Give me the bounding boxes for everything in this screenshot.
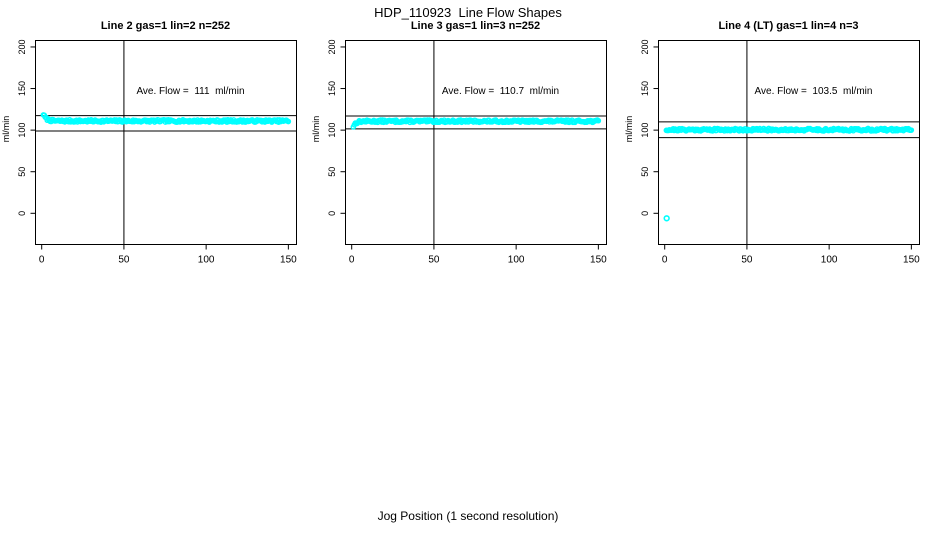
- data-points: [350, 117, 602, 130]
- ave-flow-annotation: Ave. Flow = 110.7 ml/min: [441, 86, 560, 97]
- plot-area: 0 50 100 150 200 0 50 100 150: [17, 39, 297, 266]
- chart-title: HDP_110923 Line Flow Shapes: [374, 5, 562, 20]
- panel-title: Line 4 (LT) gas=1 lin=4 n=3: [718, 20, 859, 32]
- panel-line2: Line 2 gas=1 lin=2 n=252 0 50 100 150 200 0 50…: [0, 20, 313, 280]
- y-tick-label: 50: [640, 167, 650, 177]
- y-axis-label: ml/min: [311, 115, 321, 143]
- data-points: [663, 125, 915, 134]
- x-tick-label: 150: [903, 255, 920, 266]
- x-tick-label: 100: [198, 255, 215, 266]
- outlier-point: [663, 215, 670, 222]
- panel-title: Line 3 gas=1 lin=3 n=252: [410, 20, 541, 32]
- y-tick-label: 200: [640, 39, 650, 54]
- y-tick-label: 0: [327, 211, 337, 216]
- y-tick-label: 100: [17, 123, 27, 138]
- x-tick-label: 50: [118, 255, 130, 266]
- plot-box: [345, 40, 607, 245]
- data-point: [908, 127, 915, 133]
- data-points: [40, 112, 292, 125]
- data-point: [285, 118, 292, 125]
- panel-line4: Line 4 (LT) gas=1 lin=4 n=3 0 50 100 150 200…: [623, 20, 936, 280]
- plot-area: 0 50 100 150 200 0 50 100 150: [640, 39, 920, 266]
- x-tick-label: 50: [741, 255, 753, 266]
- y-tick-label: 150: [17, 81, 27, 96]
- ave-flow-annotation: Ave. Flow = 103.5 ml/min: [754, 86, 873, 97]
- plot-box: [658, 40, 920, 245]
- y-tick-label: 50: [327, 167, 337, 177]
- y-axis-label: ml/min: [1, 115, 11, 143]
- y-tick-label: 200: [17, 39, 27, 54]
- x-tick-label: 100: [508, 255, 525, 266]
- x-tick-label: 0: [39, 255, 45, 266]
- panel-title: Line 2 gas=1 lin=2 n=252: [100, 20, 231, 32]
- ave-flow-annotation: Ave. Flow = 111 ml/min: [136, 86, 245, 97]
- y-tick-label: 0: [640, 211, 650, 216]
- x-tick-label: 50: [428, 255, 440, 266]
- y-tick-label: 100: [640, 123, 650, 138]
- y-axis-label: ml/min: [624, 115, 634, 143]
- x-axis-label: Jog Position (1 second resolution): [377, 509, 559, 523]
- panel-line3: Line 3 gas=1 lin=3 n=252 0 50 100 150 200 0 50…: [310, 20, 623, 280]
- y-tick-label: 100: [327, 123, 337, 138]
- y-tick-label: 0: [17, 211, 27, 216]
- y-tick-label: 200: [327, 39, 337, 54]
- x-tick-label: 150: [280, 255, 297, 266]
- plot-area: 0 50 100 150 200 0 50 100 150: [327, 39, 607, 266]
- x-tick-label: 150: [590, 255, 607, 266]
- x-tick-label: 0: [349, 255, 355, 266]
- x-tick-label: 100: [821, 255, 838, 266]
- x-tick-label: 0: [662, 255, 668, 266]
- data-point: [595, 117, 602, 124]
- plot-box: [35, 40, 297, 245]
- y-tick-label: 150: [327, 81, 337, 96]
- y-tick-label: 50: [17, 167, 27, 177]
- y-tick-label: 150: [640, 81, 650, 96]
